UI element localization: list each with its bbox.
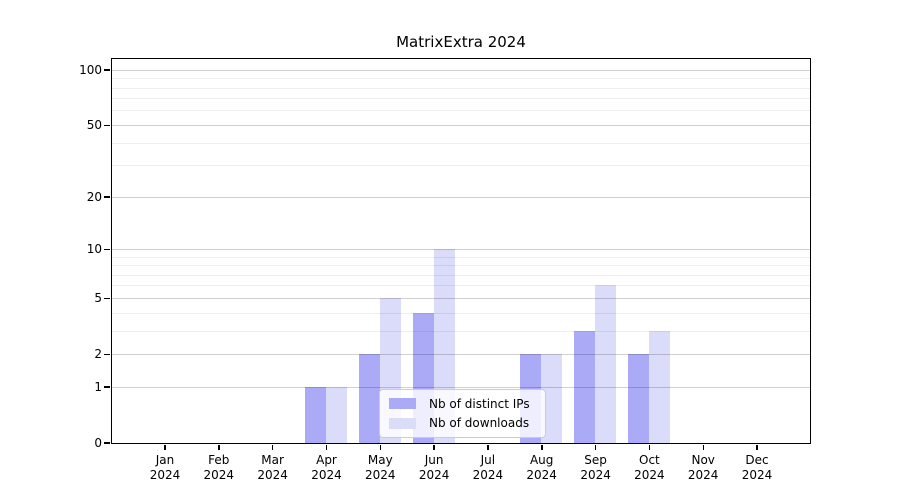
x-tick-month: Feb <box>208 453 230 467</box>
y-tick-label: 50 <box>86 118 102 133</box>
x-tick <box>594 444 597 450</box>
x-tick-year: 2024 <box>311 468 342 482</box>
x-tick-month: Aug <box>529 453 554 467</box>
x-tick-year: 2024 <box>365 468 396 482</box>
legend-label-distinct-ips: Nb of distinct IPs <box>429 396 530 411</box>
x-tick-month: Sep <box>584 453 607 467</box>
x-tick-label: Jan 2024 <box>133 453 197 483</box>
x-tick-month: Jun <box>424 453 444 467</box>
x-tick-month: Dec <box>745 453 769 467</box>
legend: Nb of distinct IPs Nb of downloads <box>379 389 546 438</box>
x-tick-label: Mar 2024 <box>241 453 305 483</box>
bar-downloads-apr <box>326 386 347 443</box>
x-tick-label: Nov 2024 <box>671 453 735 483</box>
x-tick-month: Nov <box>691 453 715 467</box>
x-tick-label: Apr 2024 <box>295 453 359 483</box>
y-tick <box>104 353 110 355</box>
x-tick-month: Jan <box>155 453 175 467</box>
x-tick-label: Jun 2024 <box>402 453 466 483</box>
x-tick <box>433 444 435 450</box>
legend-swatch-downloads <box>389 417 416 429</box>
x-tick-month: Apr <box>316 453 337 467</box>
x-tick <box>756 444 758 450</box>
y-tick-label: 2 <box>94 347 102 362</box>
legend-item-distinct-ips: Nb of distinct IPs <box>389 395 545 413</box>
bar-distinct-ips-may <box>358 353 380 443</box>
bar-downloads-sep <box>595 285 617 443</box>
plot-area <box>110 57 811 444</box>
legend-item-downloads: Nb of downloads <box>389 414 545 432</box>
legend-label-downloads: Nb of downloads <box>429 416 530 431</box>
x-tick <box>702 444 704 450</box>
y-tick <box>104 297 110 299</box>
bar-distinct-ips-oct <box>627 353 649 443</box>
chart-title: MatrixExtra 2024 <box>396 33 526 51</box>
bar-distinct-ips-sep <box>574 330 596 443</box>
y-tick <box>104 69 110 71</box>
x-tick <box>487 444 489 450</box>
x-tick-year: 2024 <box>580 468 611 482</box>
y-tick-label: 20 <box>86 190 102 205</box>
bar-downloads-aug <box>541 353 563 443</box>
y-tick <box>104 124 110 127</box>
x-tick <box>218 444 220 450</box>
x-tick-year: 2024 <box>203 468 235 482</box>
y-tick <box>104 442 110 444</box>
x-tick-month: Mar <box>261 453 284 467</box>
legend-swatch-distinct-ips <box>389 398 416 410</box>
x-tick-year: 2024 <box>472 468 504 482</box>
x-tick-label: May 2024 <box>348 453 412 483</box>
x-tick-label: Aug 2024 <box>510 453 574 483</box>
x-tick <box>325 444 328 450</box>
x-tick <box>271 444 274 450</box>
bar-downloads-oct <box>648 330 670 443</box>
x-tick-year: 2024 <box>687 468 719 482</box>
y-tick-label: 10 <box>86 242 102 257</box>
y-tick-label: 0 <box>94 436 102 450</box>
x-tick-year: 2024 <box>257 468 288 482</box>
x-tick-month: Oct <box>639 453 660 467</box>
x-tick-label: Jul 2024 <box>456 453 520 483</box>
x-tick <box>379 444 381 450</box>
x-tick-label: Feb 2024 <box>187 453 251 483</box>
x-tick-year: 2024 <box>741 468 773 482</box>
x-tick-year: 2024 <box>149 468 181 482</box>
y-tick <box>104 196 110 198</box>
x-tick <box>541 444 543 450</box>
y-tick-label: 100 <box>79 63 102 78</box>
x-tick-year: 2024 <box>526 468 557 482</box>
x-tick-year: 2024 <box>634 468 665 482</box>
y-tick <box>104 386 110 388</box>
bar-distinct-ips-apr <box>305 386 326 443</box>
y-tick-label: 5 <box>94 291 102 306</box>
y-tick-label: 1 <box>94 380 102 394</box>
x-tick-month: May <box>367 453 393 467</box>
x-tick <box>648 444 651 450</box>
x-tick <box>164 444 166 450</box>
x-tick-label: Dec 2024 <box>725 453 789 483</box>
x-tick-year: 2024 <box>418 468 450 482</box>
y-tick <box>104 248 110 250</box>
bars-layer <box>112 59 810 443</box>
x-tick-label: Sep 2024 <box>564 453 628 483</box>
x-tick-month: Jul <box>480 453 496 467</box>
x-tick-label: Oct 2024 <box>617 453 681 483</box>
